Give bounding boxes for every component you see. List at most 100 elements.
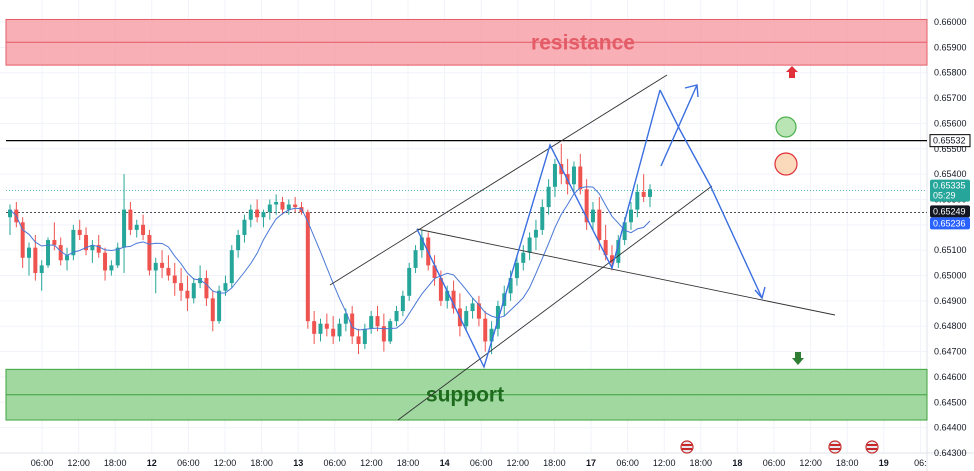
candle-body <box>584 189 589 223</box>
candle-body <box>39 265 44 273</box>
red-up-arrow-icon <box>786 66 798 78</box>
time-tick-label: 18:00 <box>836 458 859 468</box>
time-tick-label: 12 <box>147 458 157 468</box>
candle-body <box>109 265 114 271</box>
candle-body <box>400 295 405 312</box>
time-tick-label: 12:00 <box>799 458 822 468</box>
drawings <box>329 66 836 421</box>
price-tick-label: 0.65600 <box>934 118 967 128</box>
candle-body <box>267 204 272 213</box>
candle-body <box>527 237 532 253</box>
price-tick-label: 0.64500 <box>934 397 967 407</box>
projection-path-down[interactable] <box>659 89 763 299</box>
green-circle-marker <box>775 116 797 138</box>
candle-body <box>141 224 146 235</box>
candle-body <box>407 267 412 296</box>
candle-body <box>546 186 551 208</box>
time-tick-label: 19 <box>879 458 889 468</box>
candle-body <box>578 166 583 190</box>
candle-body <box>312 321 317 334</box>
candle-body <box>413 250 418 268</box>
moving-average-line <box>9 186 651 331</box>
candle-body <box>77 229 82 235</box>
zigzag-pattern[interactable] <box>416 89 661 369</box>
candle-body <box>394 311 399 322</box>
candle-body <box>242 219 247 235</box>
price-tick-label: 0.65000 <box>934 271 967 281</box>
candle-body <box>476 303 481 319</box>
candle-body <box>641 191 646 197</box>
candle-body <box>533 229 538 238</box>
candle-body <box>609 255 614 263</box>
us-flag-icon[interactable] <box>680 440 694 454</box>
candle-body <box>261 212 266 218</box>
time-tick-label: 06:00 <box>616 458 639 468</box>
candle-body <box>603 240 608 256</box>
candle-body <box>508 278 513 294</box>
candle-body <box>464 311 469 327</box>
candle-body <box>134 224 139 230</box>
candle-body <box>274 202 279 205</box>
price-axis[interactable]: 0.66000 0.65900 0.65800 0.65700 0.65600 0.655… <box>934 17 967 458</box>
candle-body <box>350 313 355 337</box>
time-tick-label: 12:00 <box>507 458 530 468</box>
reference-price-value: 0.65249 <box>933 206 966 216</box>
candle-body <box>331 328 336 337</box>
candle-body <box>470 303 475 312</box>
time-tick-label: 18:00 <box>397 458 420 468</box>
candle-body <box>160 262 165 268</box>
descending-trend-line[interactable] <box>416 228 836 316</box>
projection-path-up[interactable] <box>660 84 698 167</box>
candle-body <box>90 245 95 251</box>
moving-average-value: 0.65236 <box>933 218 966 228</box>
candle-body <box>514 262 519 279</box>
price-tick-label: 0.64700 <box>934 347 967 357</box>
candle-body <box>46 240 51 266</box>
candle-body <box>521 252 526 263</box>
price-tick-label: 0.65700 <box>934 93 967 103</box>
candle-body <box>559 163 564 175</box>
candle-body <box>324 323 329 329</box>
candle-body <box>571 166 576 185</box>
candle-body <box>305 212 310 322</box>
candle-body <box>343 313 348 324</box>
candle-body <box>153 262 158 271</box>
candle-body <box>84 234 89 251</box>
candle-body <box>217 290 222 322</box>
time-tick-label: 12:00 <box>67 458 90 468</box>
candle-body <box>20 222 25 258</box>
candle-body <box>293 204 298 208</box>
horizontal-level-tag <box>929 134 971 148</box>
time-tick-label: 06:00 <box>763 458 786 468</box>
time-tick-label: 12:00 <box>653 458 676 468</box>
time-axis[interactable]: 06:00 12:00 18:00 12 06:00 12:00 18:00 13 06:00 1… <box>31 458 927 468</box>
time-tick-label: 18:00 <box>250 458 273 468</box>
us-flag-icon[interactable] <box>828 440 842 454</box>
candle-body <box>540 207 545 230</box>
candle-body <box>115 247 120 266</box>
candle-body <box>369 316 374 329</box>
channel-lower-line[interactable] <box>397 185 713 421</box>
candle-body <box>438 278 443 301</box>
candle-body <box>147 234 152 271</box>
candle-body <box>375 316 380 327</box>
last-price-tag <box>930 179 970 202</box>
horizontal-level-value: 0.65532 <box>933 136 966 146</box>
moving-average-tag <box>930 217 970 230</box>
price-tick-label: 0.64800 <box>934 321 967 331</box>
arrowhead-down <box>754 286 766 300</box>
price-tick-label: 0.64600 <box>934 372 967 382</box>
candle-body <box>432 265 437 279</box>
candle-body <box>337 323 342 337</box>
candle-body <box>628 209 633 223</box>
candle-body <box>248 209 253 220</box>
channel-upper-line[interactable] <box>329 74 668 286</box>
candle-body <box>185 290 190 299</box>
last-price-value: 0.65335 <box>933 181 966 191</box>
us-flag-icon[interactable] <box>865 440 879 454</box>
time-tick-label: 14 <box>440 458 450 468</box>
time-tick-label: 18:00 <box>104 458 127 468</box>
candle-body <box>172 275 177 284</box>
